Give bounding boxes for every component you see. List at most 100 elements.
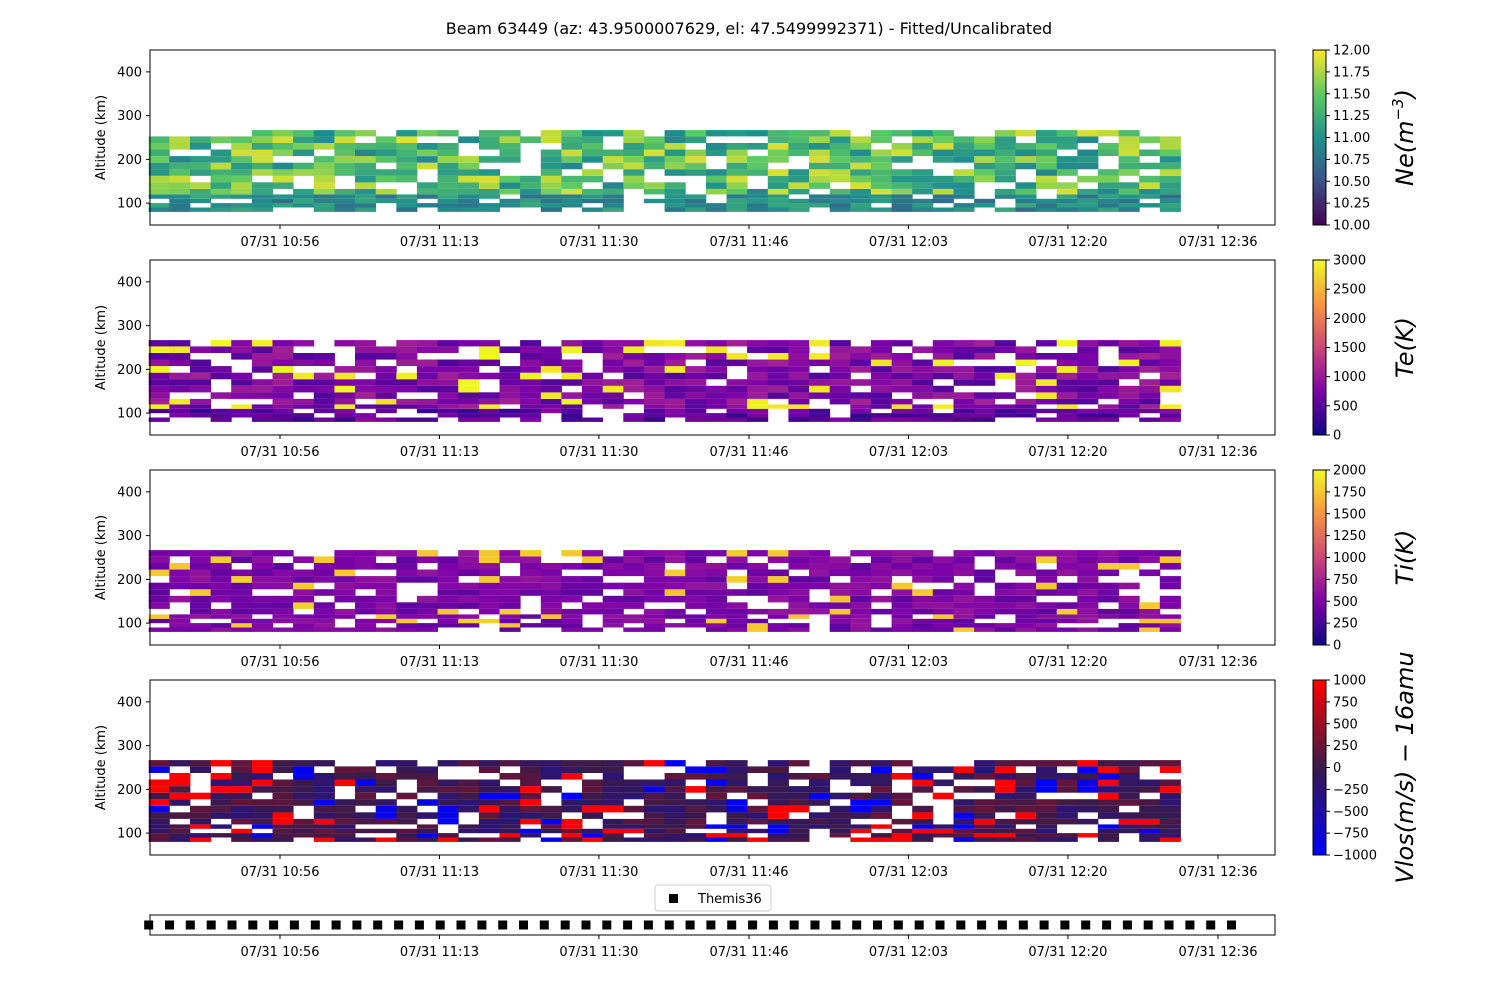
heatmap-cell — [891, 608, 913, 615]
heatmap-cell — [169, 792, 191, 800]
heatmap-cell — [499, 379, 521, 386]
heatmap-cell — [293, 786, 315, 793]
heatmap-cell — [540, 576, 562, 583]
heatmap-cell — [705, 182, 727, 189]
heatmap-cell — [251, 169, 273, 176]
heatmap-cell — [932, 589, 954, 596]
heatmap-cell — [520, 818, 542, 825]
heatmap-cell — [561, 408, 583, 414]
heatmap-cell — [561, 760, 583, 767]
heatmap-cell — [169, 614, 191, 619]
heatmap-cell — [561, 182, 583, 189]
heatmap-cell — [1056, 398, 1078, 405]
colorbar-tick-label: 1500 — [1333, 341, 1366, 356]
themis-marker — [1206, 920, 1216, 930]
heatmap-cell — [251, 413, 273, 418]
heatmap-cell — [643, 837, 665, 842]
heatmap-cell — [809, 812, 831, 819]
heatmap-cell — [416, 359, 438, 367]
heatmap-cell — [1056, 805, 1078, 813]
y-tick-label: 300 — [117, 319, 142, 334]
heatmap-cell — [478, 346, 500, 353]
heatmap-cell — [602, 773, 624, 780]
heatmap-cell — [437, 188, 459, 195]
heatmap-cell — [1015, 550, 1037, 557]
heatmap-cell — [623, 595, 645, 603]
heatmap-cell — [293, 340, 315, 347]
heatmap-cell — [891, 623, 913, 628]
heatmap-cell — [664, 799, 686, 806]
heatmap-cell — [540, 175, 562, 183]
heatmap-cell — [891, 340, 913, 347]
heatmap-cell — [190, 623, 212, 628]
heatmap-cell — [726, 194, 748, 199]
heatmap-cell — [582, 194, 604, 199]
heatmap-cell — [169, 812, 191, 819]
heatmap-cell — [747, 194, 769, 199]
heatmap-cell — [251, 162, 273, 170]
heatmap-cell — [1118, 602, 1140, 609]
heatmap-cell — [251, 602, 273, 609]
heatmap-cell — [767, 589, 789, 596]
heatmap-cell — [169, 156, 191, 163]
heatmap-cell — [478, 805, 500, 813]
heatmap-cell — [231, 779, 253, 787]
heatmap-cell — [334, 207, 356, 212]
heatmap-cell — [293, 818, 315, 825]
heatmap-cell — [767, 766, 789, 773]
colorbar-tick-label: 2000 — [1333, 464, 1366, 479]
heatmap-cell — [148, 203, 170, 208]
heatmap-cell — [1036, 805, 1058, 813]
heatmap-cell — [829, 766, 851, 773]
heatmap-cell — [809, 392, 831, 399]
heatmap-cell — [1097, 766, 1119, 773]
heatmap-cell — [231, 805, 253, 813]
heatmap-cell — [1077, 417, 1099, 422]
themis-marker — [664, 920, 674, 930]
heatmap-cell — [643, 198, 665, 204]
heatmap-cell — [251, 773, 273, 780]
heatmap-cell — [520, 392, 542, 399]
heatmap-cell — [1118, 773, 1140, 780]
heatmap-cell — [251, 766, 273, 773]
heatmap-cell — [190, 404, 212, 409]
y-tick-label: 300 — [117, 529, 142, 544]
heatmap-cell — [334, 162, 356, 170]
colorbar-tick-label: 10.75 — [1333, 153, 1370, 168]
heatmap-cell — [293, 576, 315, 583]
colorbar-tick-label: 11.25 — [1333, 109, 1370, 124]
heatmap-cell — [272, 182, 294, 189]
heatmap-cell — [1139, 136, 1161, 143]
heatmap-cell — [912, 618, 934, 624]
heatmap-cell — [788, 417, 810, 422]
heatmap-cell — [231, 833, 253, 838]
heatmap-cell — [396, 404, 418, 409]
x-tick-label: 07/31 12:20 — [1028, 445, 1107, 460]
heatmap-cell — [582, 576, 604, 583]
heatmap-cell — [850, 805, 872, 813]
heatmap-cell — [1097, 417, 1119, 422]
heatmap-cell — [974, 773, 996, 780]
heatmap-cell — [458, 413, 480, 418]
x-tick-label: 07/31 12:03 — [869, 235, 948, 250]
heatmap-cell — [1015, 786, 1037, 793]
heatmap-cell — [643, 786, 665, 793]
heatmap-cell — [685, 203, 707, 208]
heatmap-cell — [416, 156, 438, 163]
heatmap-cell — [313, 786, 335, 793]
heatmap-cell — [478, 353, 500, 360]
heatmap-cell — [499, 182, 521, 189]
heatmap-cell — [458, 569, 480, 577]
heatmap-cell — [520, 760, 542, 767]
heatmap-cell — [809, 556, 831, 563]
heatmap-cell — [1036, 766, 1058, 773]
heatmap-cell — [685, 833, 707, 838]
heatmap-cell — [726, 627, 748, 632]
heatmap-cell — [272, 792, 294, 800]
heatmap-cell — [1118, 194, 1140, 199]
heatmap-cell — [272, 203, 294, 208]
heatmap-cell — [148, 372, 170, 380]
heatmap-cell — [829, 773, 851, 780]
heatmap-cell — [974, 162, 996, 170]
